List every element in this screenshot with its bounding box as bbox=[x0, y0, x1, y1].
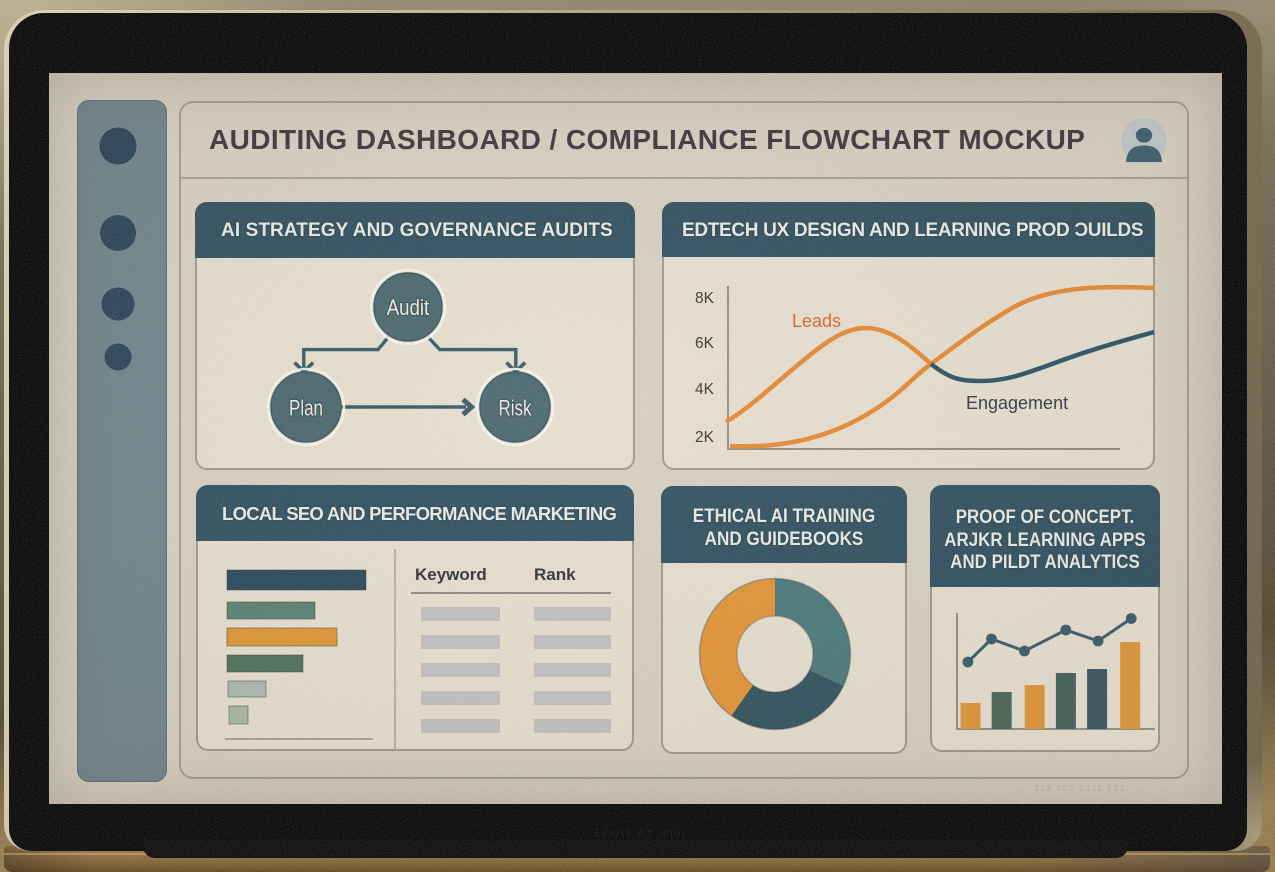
svg-text:4K: 4K bbox=[695, 381, 715, 398]
svg-text:Keyword: Keyword bbox=[415, 565, 487, 584]
svg-text:6K: 6K bbox=[695, 335, 715, 352]
svg-text:Audit: Audit bbox=[387, 295, 430, 320]
svg-text:Engagement: Engagement bbox=[966, 393, 1068, 413]
svg-text:Leads: Leads bbox=[792, 311, 841, 331]
svg-text:Plan: Plan bbox=[289, 396, 323, 421]
svg-text:2K: 2K bbox=[695, 429, 715, 446]
svg-text:Rank: Rank bbox=[534, 565, 576, 584]
svg-text:Risk: Risk bbox=[499, 396, 533, 421]
svg-text:8K: 8K bbox=[695, 290, 715, 307]
